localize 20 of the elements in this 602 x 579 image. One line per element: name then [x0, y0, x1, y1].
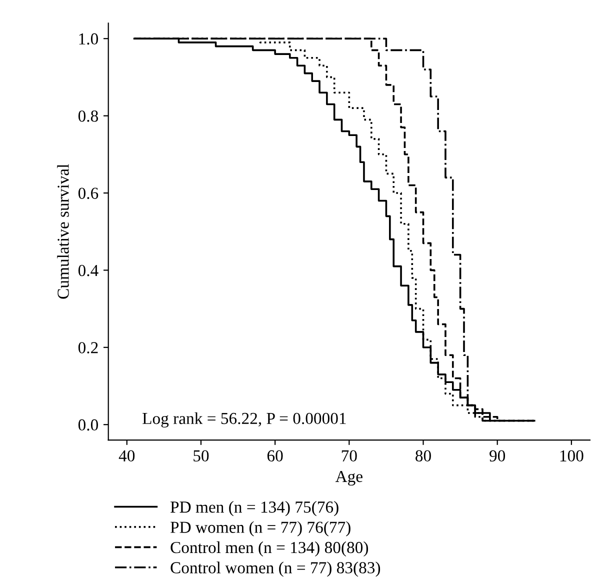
x-tick-label: 80: [416, 450, 431, 462]
legend-label: Control men (n = 134) 80(80): [170, 541, 368, 557]
y-tick-label: 0.4: [78, 264, 98, 276]
y-tick-label: 0.8: [78, 110, 98, 122]
x-tick-label: 60: [267, 450, 283, 462]
y-tick-label: 0.0: [78, 419, 98, 431]
x-tick-label: 40: [118, 450, 135, 462]
x-tick-label: 90: [490, 450, 506, 462]
legend-label: PD men (n = 134) 75(76): [170, 501, 338, 516]
legend-label: PD women (n = 77) 76(77): [170, 521, 350, 536]
y-axis-title: Cumulative survival: [57, 164, 69, 299]
x-tick-label: 70: [342, 450, 357, 462]
x-tick-label: 50: [194, 450, 209, 462]
y-tick-label: 1.0: [79, 33, 98, 45]
legend-label: Control women (n = 77) 83(83): [170, 562, 380, 577]
y-tick-label: 0.2: [78, 342, 98, 354]
annotation: Log rank = 56.22, P = 0.00001: [142, 412, 346, 428]
y-tick-label: 0.6: [78, 188, 98, 200]
x-tick-label: 100: [560, 450, 584, 462]
x-axis-title: Age: [335, 470, 362, 486]
